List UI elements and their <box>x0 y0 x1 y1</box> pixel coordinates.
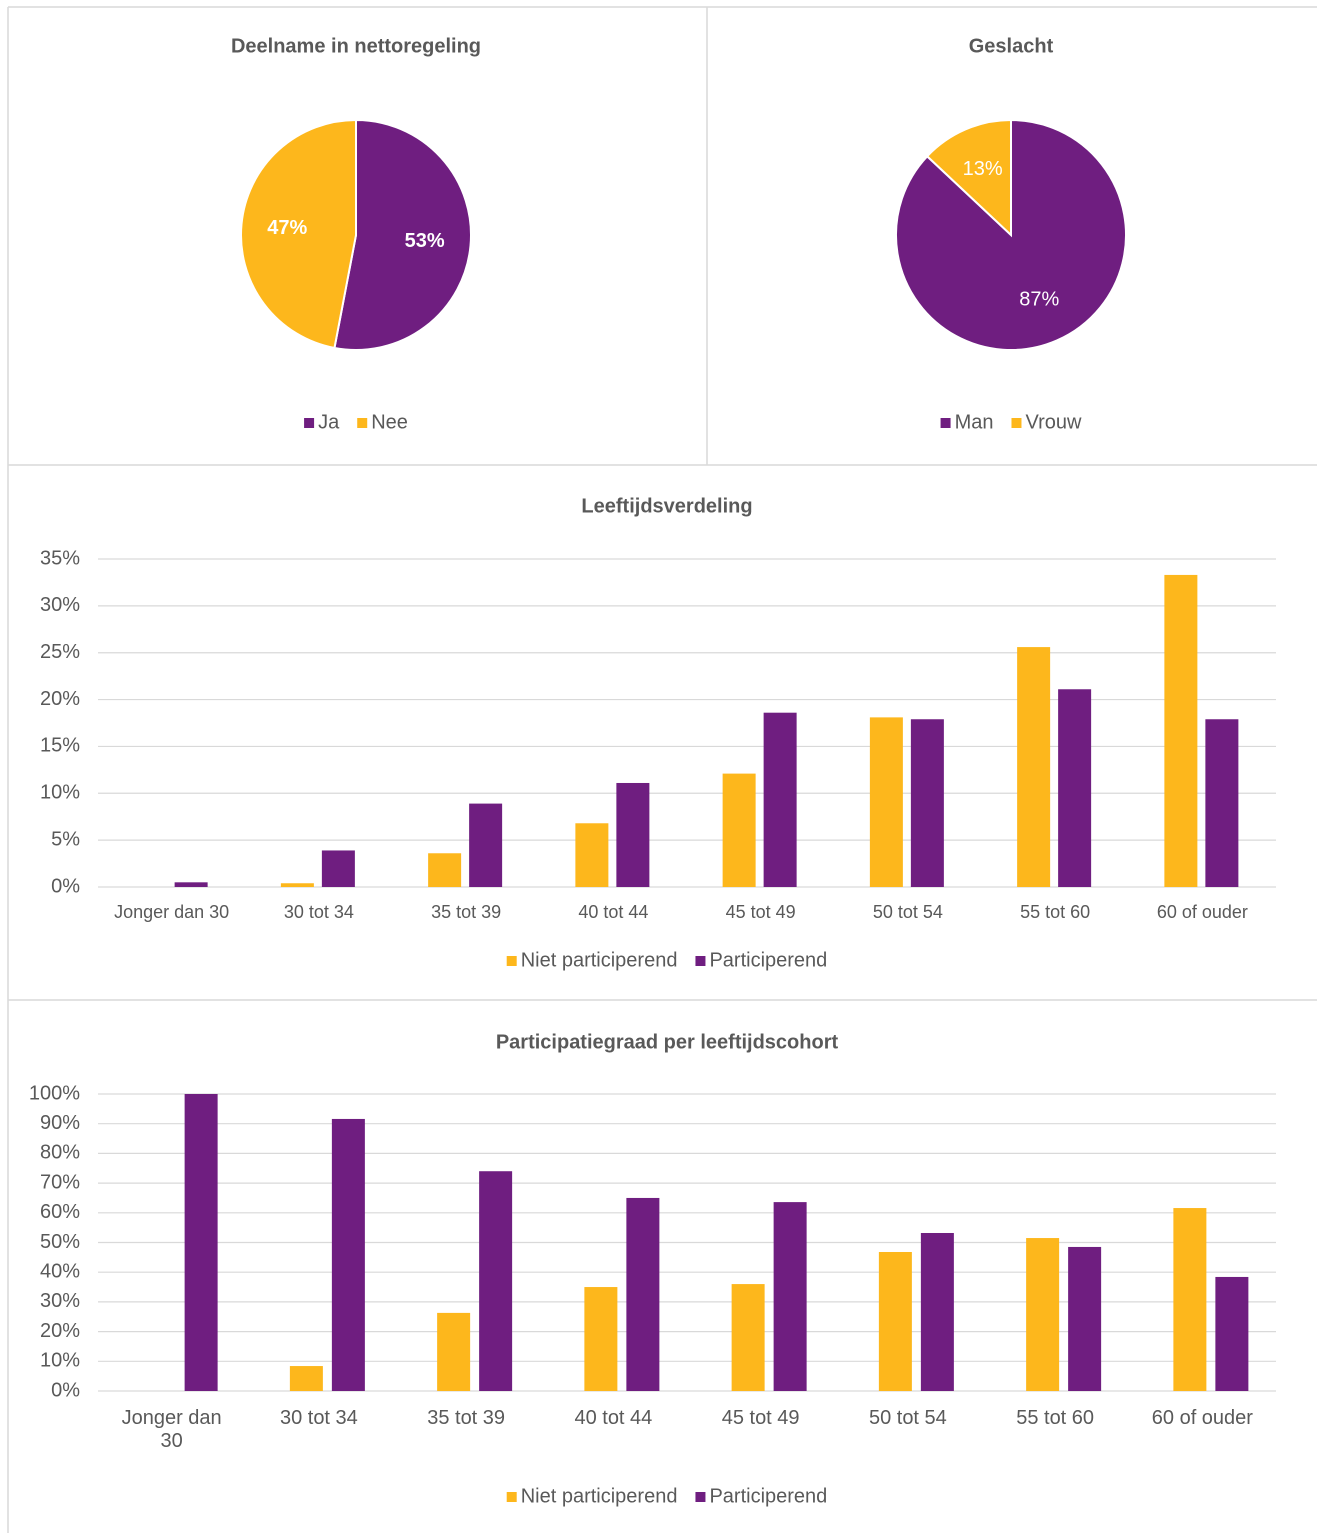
y-tick-label: 10% <box>40 782 80 804</box>
data-label: 53% <box>405 230 445 252</box>
legend-swatch <box>1011 418 1022 428</box>
y-tick-label: 30% <box>40 1290 80 1312</box>
bar <box>1215 1276 1249 1391</box>
bar <box>878 1252 912 1391</box>
y-tick-label: 100% <box>29 1082 80 1104</box>
y-tick-label: 80% <box>40 1142 80 1164</box>
bar <box>763 712 797 887</box>
legend-label: Niet participerend <box>521 949 678 971</box>
legend: Niet participerend Participerend <box>506 949 827 971</box>
y-tick-label: 0% <box>51 1379 80 1401</box>
x-tick-label: Jonger dan 30 <box>121 1407 222 1452</box>
bar <box>479 1171 513 1391</box>
legend-label: Nee <box>371 411 408 433</box>
bar <box>184 1094 218 1391</box>
x-tick-label: 30 tot 34 <box>283 902 354 922</box>
y-tick-label: 35% <box>40 547 80 569</box>
y-tick-label: 10% <box>40 1350 80 1372</box>
bar <box>428 853 462 887</box>
x-tick-label: 30 tot 34 <box>279 1407 358 1429</box>
x-tick-label: 55 tot 60 <box>1020 902 1091 922</box>
legend-label: Participerend <box>709 1485 827 1507</box>
y-tick-label: 5% <box>51 828 80 850</box>
bar <box>289 1366 323 1391</box>
bar <box>174 882 208 887</box>
legend-swatch <box>357 418 368 428</box>
x-tick-label: 35 tot 39 <box>431 902 502 922</box>
x-tick-label: 35 tot 39 <box>427 1407 506 1429</box>
bar <box>575 823 609 887</box>
chart-title: Leeftijdsverdeling <box>581 495 752 517</box>
legend-swatch <box>506 956 517 966</box>
bar <box>1205 719 1239 887</box>
bar <box>626 1197 660 1391</box>
legend-label: Ja <box>318 411 340 433</box>
bar <box>1164 574 1198 887</box>
x-tick-label: 50 tot 54 <box>872 902 943 922</box>
legend-swatch <box>695 956 706 966</box>
y-tick-label: 20% <box>40 1320 80 1342</box>
legend-label: Participerend <box>709 949 827 971</box>
y-tick-label: 20% <box>40 688 80 710</box>
x-tick-label: 45 tot 49 <box>721 1407 800 1429</box>
y-tick-label: 90% <box>40 1112 80 1134</box>
chart-title: Deelname in nettoregeling <box>231 35 481 57</box>
data-label: 13% <box>963 158 1003 180</box>
bar <box>773 1202 807 1391</box>
legend: Ja Nee <box>304 411 408 433</box>
bar <box>584 1287 618 1391</box>
pie-slice <box>925 118 1012 238</box>
legend: Man Vrouw <box>940 411 1082 433</box>
data-label: 47% <box>267 217 307 239</box>
bar <box>920 1232 954 1391</box>
x-tick-label: 55 tot 60 <box>1016 1407 1095 1429</box>
bar <box>869 717 903 887</box>
chart-title: Participatiegraad per leeftijdscohort <box>496 1031 839 1053</box>
bar <box>731 1284 765 1391</box>
bar <box>722 773 756 887</box>
x-tick-label: 40 tot 44 <box>578 902 649 922</box>
pie-slice <box>333 118 472 351</box>
panel-borders <box>7 6 1317 1533</box>
legend: Niet participerend Participerend <box>506 1485 827 1507</box>
y-tick-label: 70% <box>40 1171 80 1193</box>
y-tick-label: 40% <box>40 1260 80 1282</box>
legend-label: Vrouw <box>1025 411 1082 433</box>
bar <box>616 782 650 887</box>
legend-label: Niet participerend <box>521 1485 678 1507</box>
x-tick-label: 60 of ouder <box>1151 1407 1253 1429</box>
x-tick-label: Jonger dan 30 <box>114 902 230 922</box>
y-tick-label: 30% <box>40 594 80 616</box>
y-tick-label: 50% <box>40 1231 80 1253</box>
bar <box>1026 1238 1060 1391</box>
x-tick-label: 60 of ouder <box>1156 902 1248 922</box>
bar <box>469 803 503 887</box>
y-tick-label: 60% <box>40 1201 80 1223</box>
bar <box>331 1118 365 1391</box>
legend-swatch <box>506 1492 517 1502</box>
y-tick-label: 0% <box>51 875 80 897</box>
bar <box>1058 689 1092 887</box>
x-tick-label: 45 tot 49 <box>725 902 796 922</box>
legend-label: Man <box>955 411 994 433</box>
y-tick-label: 25% <box>40 641 80 663</box>
x-tick-label: 40 tot 44 <box>574 1407 653 1429</box>
bar <box>280 883 314 887</box>
legend-swatch <box>940 418 951 428</box>
x-tick-label: 50 tot 54 <box>868 1407 947 1429</box>
data-label: 87% <box>1019 289 1059 311</box>
y-tick-label: 15% <box>40 735 80 757</box>
bar <box>1173 1208 1207 1391</box>
pie-slice <box>240 118 357 350</box>
bar <box>321 850 355 887</box>
bar <box>437 1312 471 1391</box>
bar <box>910 719 944 887</box>
chart-title: Geslacht <box>969 35 1054 57</box>
legend-swatch <box>695 1492 706 1502</box>
bar <box>1017 647 1051 887</box>
legend-swatch <box>304 418 315 428</box>
bar <box>1068 1246 1102 1391</box>
